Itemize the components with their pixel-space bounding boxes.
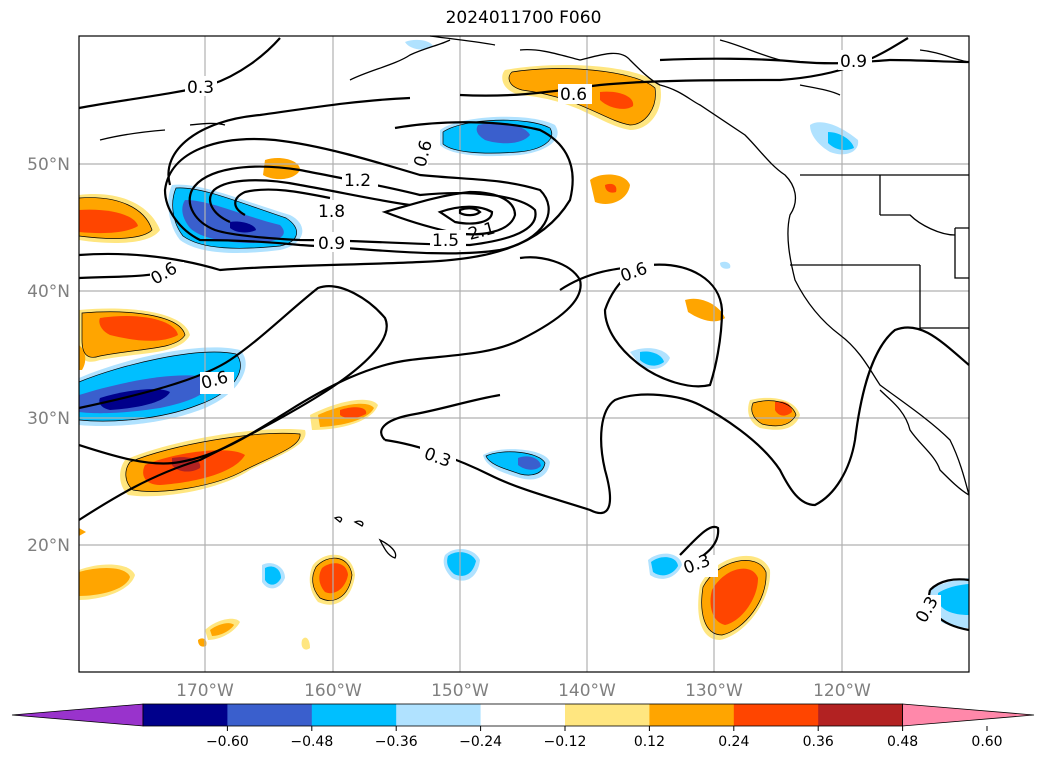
colorbar-segment xyxy=(396,704,482,726)
contour-label: 0.3 xyxy=(187,78,214,98)
lat-label: 40°N xyxy=(27,282,70,302)
map-title: 2024011700 F060 xyxy=(445,8,602,28)
colorbar-segment xyxy=(565,704,650,726)
colorbar-tick-label: −0.48 xyxy=(290,734,333,750)
colorbar-tick-label: −0.12 xyxy=(544,734,587,750)
contour-label: 1.2 xyxy=(344,171,371,191)
coastlines xyxy=(99,35,970,559)
lon-label: 120°W xyxy=(813,681,871,701)
lon-label: 170°W xyxy=(176,681,234,701)
contour-label: 1.5 xyxy=(432,231,459,251)
colorbar-segment xyxy=(311,704,397,726)
shading-outlines xyxy=(78,68,797,636)
contour-label: 0.9 xyxy=(840,52,867,72)
colorbar-tick-label: 0.36 xyxy=(803,734,834,750)
colorbar-tick-label: 0.12 xyxy=(634,734,665,750)
colorbar-segment xyxy=(733,704,819,726)
colorbar-segment xyxy=(227,704,313,726)
colorbar-tick-label: 0.48 xyxy=(887,734,918,750)
colorbar-segment xyxy=(480,704,566,726)
contour-label: 0.6 xyxy=(560,85,587,105)
colorbar: −0.60 −0.48 −0.36 −0.24 −0.12 0.12 0.24 0.36 0.4… xyxy=(11,703,1035,750)
lat-label: 50°N xyxy=(27,155,70,175)
contour-label: 1.8 xyxy=(318,202,345,222)
colorbar-extend-low xyxy=(11,703,144,727)
shading-layer xyxy=(79,39,969,650)
colorbar-segment xyxy=(143,704,228,726)
map-frame xyxy=(78,35,970,673)
colorbar-segment xyxy=(649,704,735,726)
colorbar-tick-label: 0.24 xyxy=(718,734,749,750)
colorbar-tick-label: −0.36 xyxy=(375,734,418,750)
contour-label: 0.9 xyxy=(318,234,345,254)
lon-label: 130°W xyxy=(685,681,743,701)
lat-label: 30°N xyxy=(27,409,70,429)
lon-label: 160°W xyxy=(304,681,362,701)
lon-label: 140°W xyxy=(558,681,616,701)
lon-label: 150°W xyxy=(431,681,489,701)
colorbar-outline xyxy=(142,703,903,727)
colorbar-tick-label: −0.60 xyxy=(206,734,249,750)
colorbar-segment xyxy=(818,704,904,726)
lat-label: 20°N xyxy=(27,536,70,556)
colorbar-extend-high xyxy=(902,703,1035,727)
colorbar-tick-label: 0.60 xyxy=(971,734,1002,750)
colorbar-tick-label: −0.24 xyxy=(459,734,502,750)
